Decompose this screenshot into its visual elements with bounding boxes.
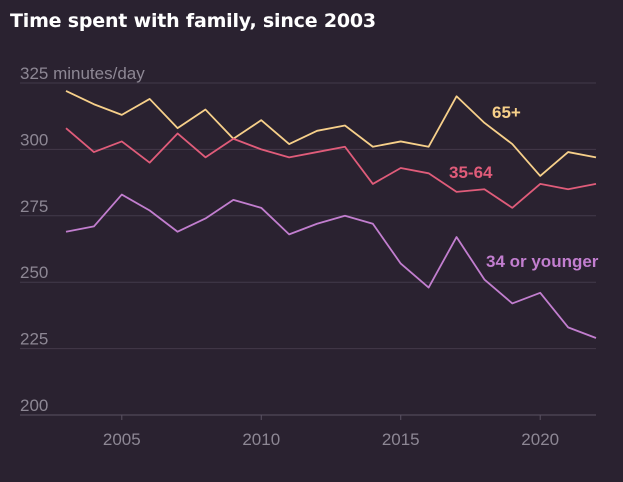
series-lines bbox=[65, 90, 597, 339]
series-labels: 65+ 35-64 34 or younger bbox=[449, 103, 599, 271]
x-tick-label: 2020 bbox=[521, 430, 559, 449]
x-axis-tick-labels: 2005 2010 2015 2020 bbox=[103, 415, 559, 449]
x-tick-label: 2005 bbox=[103, 430, 141, 449]
series-line-35-64 bbox=[65, 127, 597, 209]
gridlines bbox=[20, 82, 596, 416]
series-line-34-or-younger bbox=[65, 193, 597, 339]
y-tick-label: 325 minutes/day bbox=[20, 64, 145, 83]
y-axis-tick-labels: 325 minutes/day 300 275 250 225 200 bbox=[20, 64, 145, 415]
y-tick-label: 275 bbox=[20, 197, 48, 216]
y-tick-label: 300 bbox=[20, 130, 48, 149]
y-tick-label: 200 bbox=[20, 396, 48, 415]
series-label: 35-64 bbox=[449, 163, 493, 182]
chart-title: Time spent with family, since 2003 bbox=[10, 10, 376, 32]
x-tick-label: 2015 bbox=[382, 430, 420, 449]
series-line-65- bbox=[65, 90, 597, 177]
series-label: 65+ bbox=[492, 103, 521, 122]
y-tick-label: 225 bbox=[20, 330, 48, 349]
y-tick-label: 250 bbox=[20, 263, 48, 282]
series-label: 34 or younger bbox=[486, 252, 599, 271]
x-tick-label: 2010 bbox=[242, 430, 280, 449]
